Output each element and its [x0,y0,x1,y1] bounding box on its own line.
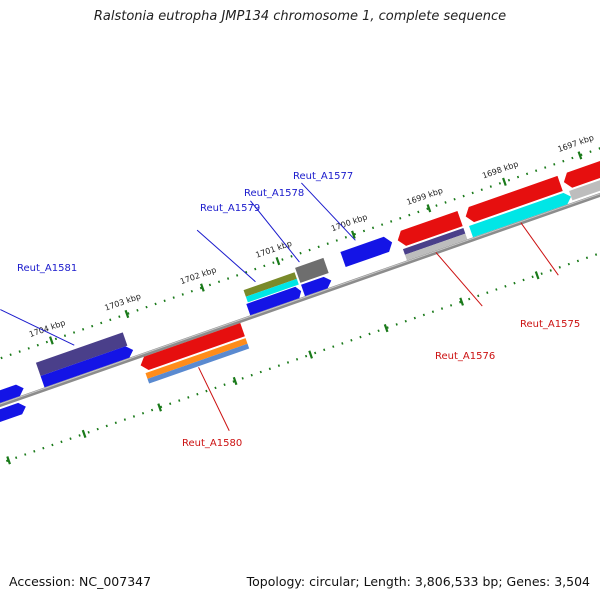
leader-1578 [250,200,300,263]
gene-navy-1576[interactable] [402,227,466,255]
tick-label-1702: 1702 kbp [179,265,218,286]
major-tick [124,309,130,319]
major-tick [383,323,389,333]
gene-steel-1580[interactable] [147,343,250,384]
major-tick [200,283,205,292]
map-title: Ralstonia eutropha JMP134 chromosome 1, … [93,9,507,24]
major-tick [577,151,583,160]
major-tick [275,256,281,266]
major-tick [308,350,313,359]
major-tick [6,456,11,465]
leader-1576 [435,252,483,307]
major-tick [81,429,87,439]
gene-red-1580[interactable] [138,323,245,372]
gene-olive-1579[interactable] [243,272,297,297]
gene-navy-1581[interactable] [35,332,128,377]
tick-label-1701: 1701 kbp [254,239,293,260]
gene-red-1575[interactable] [463,175,563,224]
leader-1581 [0,309,75,346]
gene-blue-1577[interactable] [340,235,394,268]
gene-label-reut-a1580[interactable]: Reut_A1580 [182,438,242,449]
chromosome-backbone [0,185,600,415]
tick-label-1704: 1704 kbp [28,318,67,339]
major-tick [534,271,540,280]
tick-label-1700: 1700 kbp [330,212,369,233]
gene-blue-1581[interactable] [40,344,136,388]
accession-text: Accession: NC_007347 [9,574,152,589]
tick-label-1698: 1698 kbp [481,160,520,181]
leader-1580 [198,367,230,431]
tick-label-1697: 1697 kbp [557,133,596,154]
leader-1575 [520,222,559,276]
gene-blue-left-2[interactable] [0,401,28,428]
major-tick [426,204,432,213]
gene-label-reut-a1575[interactable]: Reut_A1575 [520,319,580,330]
gene-red-1576[interactable] [395,210,463,248]
gene-label-reut-a1577[interactable]: Reut_A1577 [293,171,353,182]
gene-label-reut-a1576[interactable]: Reut_A1576 [435,351,495,362]
reverse-genes [0,323,250,428]
gene-label-reut-a1578[interactable]: Reut_A1578 [244,188,304,199]
gene-blue-left-1[interactable] [0,383,26,411]
major-tick [351,230,356,239]
topology-summary: Topology: circular; Length: 3,806,533 bp… [246,574,590,589]
gene-orange-1580[interactable] [145,338,248,379]
tick-label-1699: 1699 kbp [406,186,445,207]
major-tick [232,376,238,386]
gene-red-1574[interactable] [561,157,600,189]
gene-cyan-1575[interactable] [469,191,573,238]
lower-major-ticks [6,271,540,465]
leader-1577 [301,182,356,241]
tick-label-1703: 1703 kbp [103,292,142,313]
gene-label-reut-a1579[interactable]: Reut_A1579 [200,203,260,214]
gene-gray-1576[interactable] [404,233,468,261]
major-tick [49,336,54,345]
gene-blue-1579[interactable] [246,285,303,316]
major-tick [502,177,507,186]
gene-blue-1578b[interactable] [301,275,333,297]
gene-gray-1574[interactable] [569,174,600,201]
leader-1579 [196,229,256,283]
gene-label-reut-a1581[interactable]: Reut_A1581 [17,263,77,274]
gene-gray-1578[interactable] [295,257,329,283]
major-tick [459,297,464,306]
chromosome-backbone-highlight [0,186,600,412]
gene-cyan-1579[interactable] [245,278,299,303]
major-tick [157,403,162,412]
upper-major-ticks [49,151,583,345]
forward-genes [0,157,600,411]
